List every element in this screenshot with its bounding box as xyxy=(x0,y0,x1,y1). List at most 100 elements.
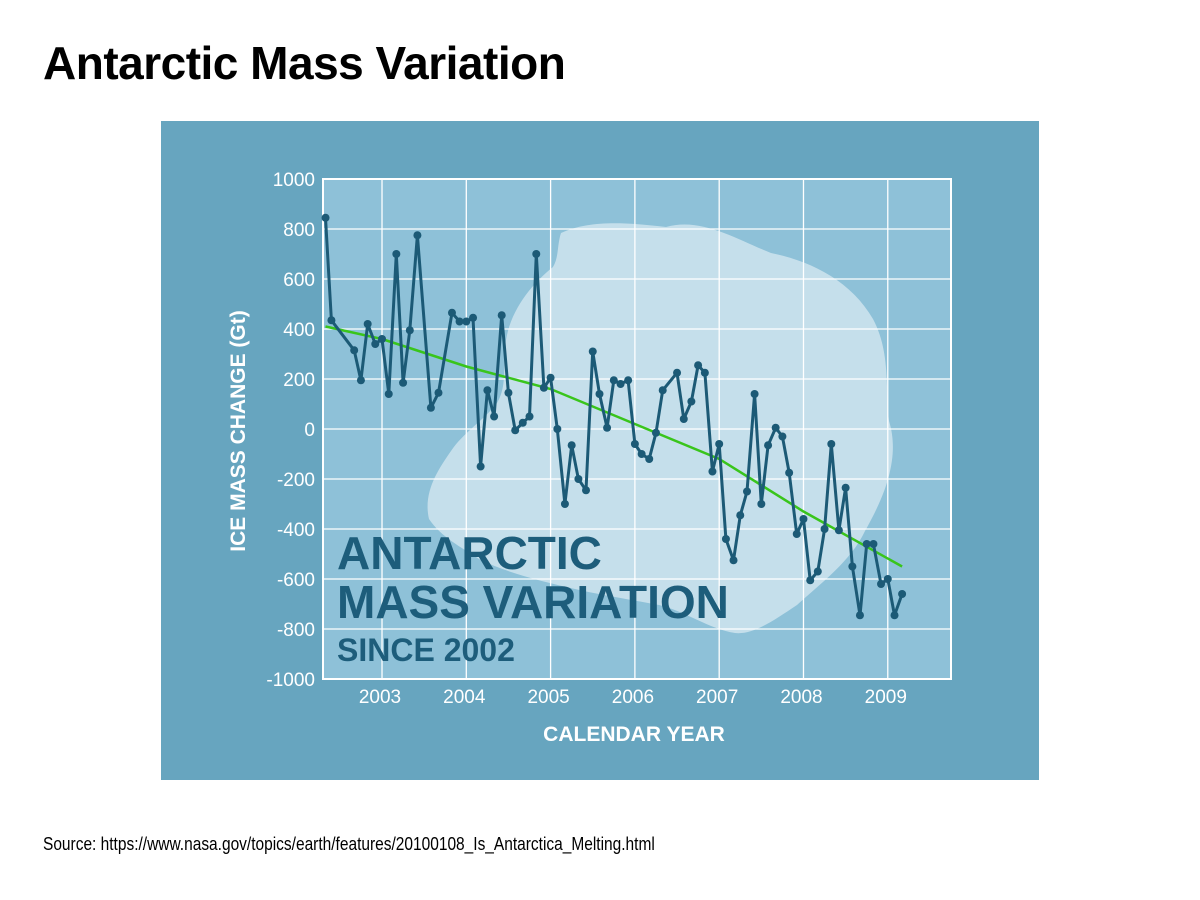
data-point xyxy=(785,468,794,477)
data-point xyxy=(511,426,520,435)
data-point xyxy=(799,515,808,523)
data-point xyxy=(532,250,541,258)
data-point xyxy=(588,347,597,356)
overlay-title: ANTARCTIC MASS VARIATION SINCE 2002 xyxy=(337,527,729,668)
data-point xyxy=(469,313,478,322)
data-point xyxy=(603,423,612,432)
data-point xyxy=(483,386,492,395)
y-tick-labels: 1000 800 600 400 200 0 -200 -400 -600 -800 -1000 xyxy=(266,170,315,691)
data-point xyxy=(384,390,393,398)
y-tick-label: -400 xyxy=(277,520,315,541)
data-point xyxy=(350,346,359,355)
data-point xyxy=(869,540,878,548)
x-tick-label: 2009 xyxy=(865,687,907,708)
y-tick-label: -200 xyxy=(277,470,315,491)
data-point xyxy=(497,311,506,320)
data-point xyxy=(645,455,654,463)
y-tick-label: 200 xyxy=(283,370,315,391)
data-point xyxy=(834,526,843,535)
data-point xyxy=(595,390,604,398)
data-point xyxy=(426,403,435,412)
data-point xyxy=(757,500,766,508)
data-point xyxy=(778,432,787,441)
x-tick-label: 2003 xyxy=(359,687,401,708)
y-tick-label: -600 xyxy=(277,570,315,591)
data-point xyxy=(327,316,336,325)
data-point xyxy=(687,397,696,406)
data-point xyxy=(560,500,569,508)
x-tick-label: 2008 xyxy=(780,687,822,708)
chart-figure: ANTARCTIC MASS VARIATION SINCE 2002 1000… xyxy=(161,121,1039,780)
data-point xyxy=(651,428,660,437)
data-point xyxy=(539,383,548,392)
data-point xyxy=(582,486,591,495)
data-point xyxy=(321,213,330,222)
data-point xyxy=(848,562,857,571)
data-point xyxy=(504,388,513,397)
data-point xyxy=(700,368,709,377)
source-note: Source: https://www.nasa.gov/topics/eart… xyxy=(43,834,655,854)
data-point xyxy=(405,326,414,335)
series-group xyxy=(321,213,907,620)
x-axis-label: CALENDAR YEAR xyxy=(543,723,725,746)
data-point xyxy=(630,440,639,448)
data-point xyxy=(673,368,682,377)
y-tick-label: 600 xyxy=(283,270,315,291)
y-tick-label: -800 xyxy=(277,620,315,641)
data-point xyxy=(679,415,688,423)
y-tick-label: 0 xyxy=(304,420,315,441)
data-point xyxy=(708,467,717,476)
data-point xyxy=(806,576,815,585)
data-point xyxy=(616,380,625,388)
data-point xyxy=(715,440,724,448)
y-tick-label: 800 xyxy=(283,220,315,241)
data-point xyxy=(862,540,871,548)
data-point xyxy=(455,317,464,326)
data-point xyxy=(855,611,864,620)
x-tick-labels: 2003 2004 2005 2006 2007 2008 2009 xyxy=(359,687,907,708)
overlay-title-line-1: ANTARCTIC xyxy=(337,527,602,579)
x-tick-label: 2004 xyxy=(443,687,486,708)
data-point xyxy=(546,373,555,382)
data-point xyxy=(841,483,850,492)
trend-line-group xyxy=(325,325,903,568)
data-point xyxy=(743,487,752,496)
data-point xyxy=(898,590,907,598)
chart-svg: ANTARCTIC MASS VARIATION SINCE 2002 1000… xyxy=(161,121,1039,780)
y-tick-label: 400 xyxy=(283,320,315,341)
data-point xyxy=(363,320,372,328)
plot-area-border xyxy=(322,178,952,680)
data-point xyxy=(694,361,703,370)
data-point xyxy=(624,376,633,385)
data-point xyxy=(890,611,899,620)
y-tick-label: 1000 xyxy=(273,170,315,191)
data-point xyxy=(750,390,759,398)
data-point xyxy=(518,418,527,427)
data-point xyxy=(883,575,892,583)
data-point xyxy=(525,412,534,421)
page-title: Antarctic Mass Variation xyxy=(43,37,566,89)
data-point xyxy=(399,378,408,387)
data-point xyxy=(413,231,422,240)
data-point xyxy=(462,317,471,326)
x-tick-label: 2007 xyxy=(696,687,738,708)
data-point xyxy=(764,441,773,450)
data-point xyxy=(476,462,485,471)
data-point xyxy=(378,335,387,343)
data-point xyxy=(609,376,618,385)
data-point xyxy=(792,530,801,538)
grid-lines xyxy=(323,178,951,680)
antarctica-silhouette xyxy=(427,223,893,634)
y-axis-label: ICE MASS CHANGE (Gt) xyxy=(227,310,250,552)
data-point xyxy=(813,567,822,576)
overlay-title-line-2: MASS VARIATION xyxy=(337,576,729,628)
data-point xyxy=(729,556,738,565)
y-tick-label: -1000 xyxy=(266,670,315,691)
x-tick-label: 2005 xyxy=(527,687,569,708)
data-point xyxy=(721,535,730,543)
data-point xyxy=(771,423,780,432)
x-tick-label: 2006 xyxy=(612,687,654,708)
data-point xyxy=(490,412,499,421)
data-point xyxy=(877,580,886,588)
data-point xyxy=(827,440,836,448)
